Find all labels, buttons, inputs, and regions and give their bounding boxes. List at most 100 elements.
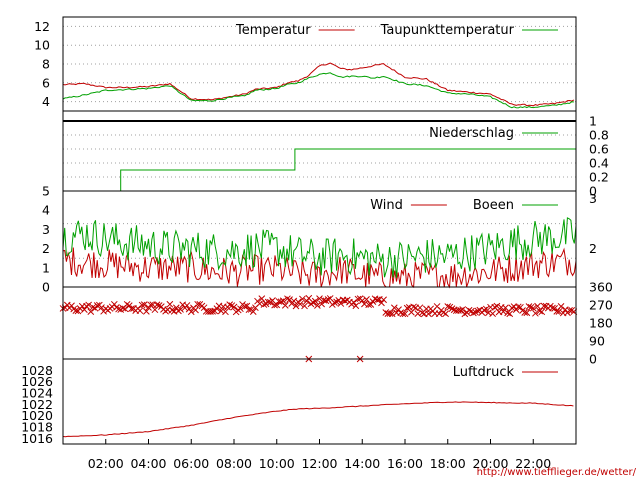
direction-point — [128, 305, 135, 313]
direction-point — [459, 306, 467, 313]
direction-point — [425, 310, 432, 318]
precip-y-tick: 0.4 — [589, 156, 609, 171]
gusts-line — [62, 217, 577, 278]
direction-point — [222, 308, 229, 316]
direction-point — [281, 302, 289, 309]
direction-point — [399, 310, 407, 318]
direction-point — [226, 301, 234, 309]
direction-point — [390, 304, 398, 312]
direction-point — [354, 295, 362, 303]
direction-point — [382, 309, 390, 316]
precip-y-tick: 0.6 — [589, 142, 609, 157]
direction-point — [72, 307, 80, 314]
direction-point — [93, 302, 101, 309]
direction-point — [258, 295, 266, 302]
direction-point — [365, 301, 373, 309]
direction-point — [296, 300, 304, 308]
direction-point — [555, 308, 563, 315]
direction-y-tick: 90 — [589, 334, 605, 349]
direction-point — [380, 296, 387, 304]
direction-point — [273, 301, 281, 309]
direction-y-tick: 180 — [589, 316, 613, 331]
direction-point — [499, 308, 507, 315]
direction-point — [557, 303, 565, 310]
direction-point — [373, 296, 381, 304]
wind-y-tick: 1 — [42, 260, 50, 275]
x-tick-label: 02:00 — [88, 456, 124, 471]
pressure-y-tick: 1016 — [21, 431, 53, 446]
x-tick-label: 22:00 — [515, 456, 551, 471]
direction-point — [125, 302, 133, 310]
direction-y-tick: 0 — [589, 352, 597, 367]
temperature-y-tick: 6 — [42, 75, 50, 90]
direction-point — [318, 300, 325, 308]
x-tick-label: 18:00 — [430, 456, 466, 471]
x-tick-label: 16:00 — [387, 456, 423, 471]
direction-point — [527, 303, 535, 311]
direction-point — [140, 301, 148, 308]
direction-point — [292, 302, 300, 310]
direction-point — [192, 306, 199, 314]
direction-point — [455, 307, 462, 314]
direction-point — [549, 304, 556, 312]
direction-point — [230, 303, 238, 311]
pressure-line — [62, 401, 574, 438]
direction-point — [532, 309, 539, 317]
direction-point — [517, 303, 524, 311]
legend-label: Taupunkttemperatur — [380, 23, 515, 38]
precip-y-tick: 0.8 — [589, 128, 609, 143]
direction-point — [249, 308, 257, 315]
direction-point — [525, 303, 533, 310]
direction-point — [504, 309, 511, 317]
direction-point — [523, 309, 531, 317]
direction-point — [551, 305, 558, 312]
temperature-y-tick: 4 — [42, 94, 50, 109]
direction-point — [534, 302, 541, 310]
direction-point — [442, 310, 449, 318]
precip-y-tick: 1 — [589, 114, 597, 129]
wind-y-tick: 0 — [42, 280, 50, 295]
direction-point — [470, 309, 477, 317]
wind-y-tick: 4 — [42, 203, 50, 218]
x-tick-label: 06:00 — [173, 456, 209, 471]
direction-point — [299, 295, 306, 303]
tick-labels: 468101200.20.40.60.810123452309018027036… — [21, 19, 613, 471]
source-url: http://www.tiefflieger.de/wetter/ — [477, 467, 637, 478]
direction-point — [187, 308, 195, 316]
direction-point — [457, 307, 464, 314]
direction-point — [506, 310, 514, 318]
direction-point — [337, 300, 345, 307]
direction-point — [260, 301, 268, 308]
x-tick-label: 08:00 — [216, 456, 252, 471]
temperature-y-tick: 12 — [34, 19, 50, 34]
direction-point — [363, 295, 370, 303]
direction-point — [540, 302, 548, 310]
direction-point — [183, 302, 191, 309]
dewpoint-line — [62, 72, 574, 109]
pressure-y-tick: 1020 — [21, 408, 53, 423]
direction-point — [474, 307, 482, 315]
direction-point — [386, 310, 394, 317]
direction-point — [301, 302, 308, 310]
direction-point — [529, 304, 537, 312]
direction-point — [177, 306, 184, 313]
direction-point — [489, 310, 496, 317]
direction-point — [521, 309, 529, 316]
direction-point — [352, 302, 360, 310]
direction-point — [369, 298, 377, 305]
direction-point — [245, 306, 253, 314]
direction-point — [367, 301, 375, 308]
direction-point — [89, 303, 97, 311]
direction-point — [324, 296, 332, 303]
pressure-y-tick: 1028 — [21, 363, 53, 378]
direction-point — [166, 300, 174, 308]
direction-point — [264, 298, 272, 306]
legend-label: Luftdruck — [453, 365, 515, 380]
precip-y-tick: 0.2 — [589, 170, 609, 185]
direction-point — [314, 302, 321, 309]
direction-point — [350, 298, 358, 306]
temperature-y-tick: 10 — [34, 38, 50, 53]
wind-line — [62, 247, 577, 289]
wind-right-tick: 2 — [589, 241, 597, 256]
